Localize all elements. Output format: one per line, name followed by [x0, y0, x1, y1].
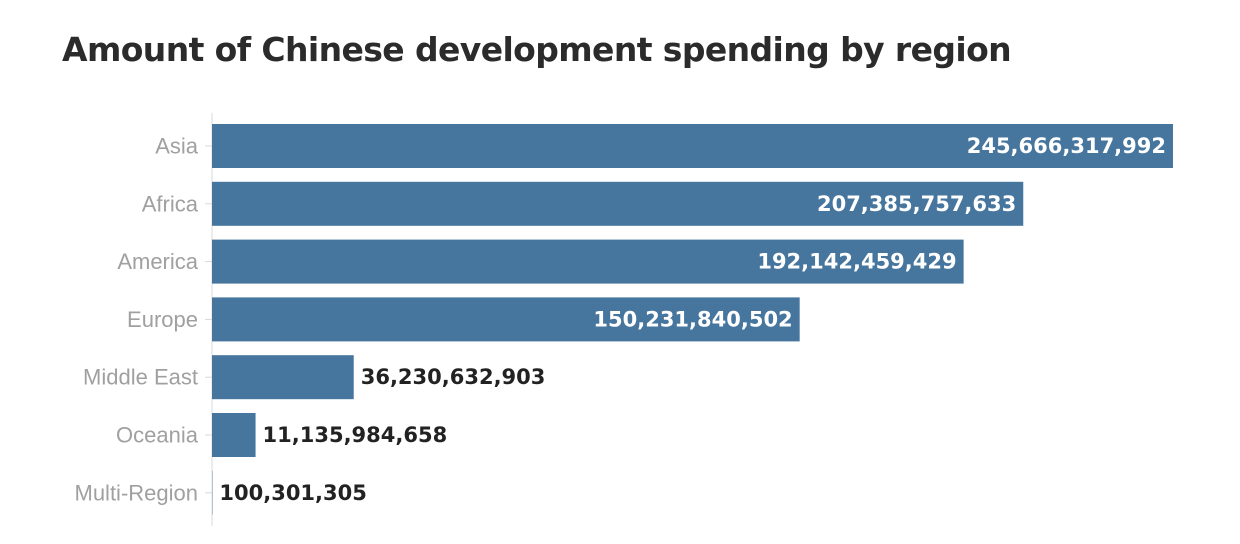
- value-label: 100,301,305: [219, 481, 366, 505]
- axis-layer: [205, 113, 213, 526]
- category-label: Africa: [142, 191, 199, 216]
- bar: [212, 124, 1173, 168]
- category-label: Middle East: [83, 365, 198, 390]
- value-label: 11,135,984,658: [263, 423, 448, 447]
- value-label: 36,230,632,903: [361, 365, 546, 389]
- category-label: Oceania: [116, 423, 199, 448]
- bar: [212, 181, 1024, 226]
- bars-layer: [212, 124, 1173, 515]
- value-label: 207,385,757,633: [817, 192, 1016, 216]
- bar: [212, 413, 256, 457]
- value-label: 245,666,317,992: [967, 134, 1166, 158]
- bar: [212, 239, 964, 284]
- value-label: 192,142,459,429: [757, 250, 956, 274]
- labels-layer: Asia 245,666,317,992 Africa 207,385,757,633…: [75, 134, 1167, 506]
- bar: [212, 297, 800, 342]
- category-label: America: [117, 249, 198, 274]
- category-label: Multi-Region: [75, 480, 199, 505]
- chart-title: Amount of Chinese development spending b…: [62, 30, 1012, 69]
- bar: [212, 355, 354, 400]
- category-label: Europe: [127, 307, 198, 332]
- value-label: 150,231,840,502: [593, 307, 792, 331]
- category-label: Asia: [155, 134, 199, 159]
